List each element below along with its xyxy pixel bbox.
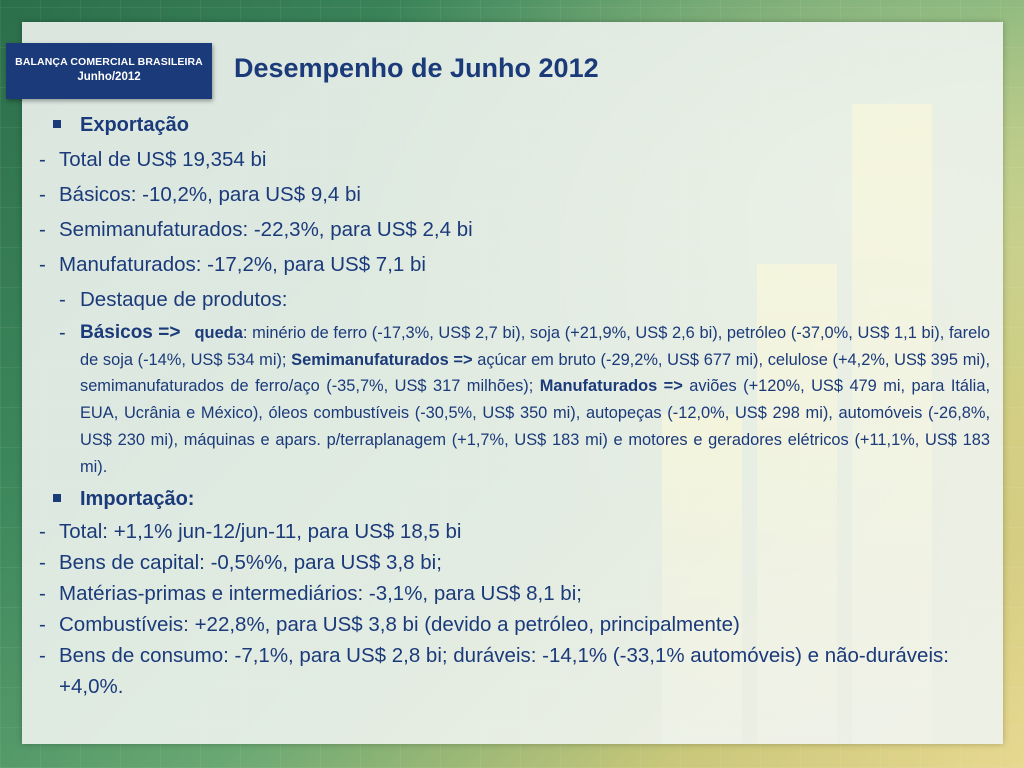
square-bullet-icon [53,120,61,128]
dash-marker: - [39,613,46,637]
dash-marker: - [39,253,46,276]
list-item-text: Combustíveis: +22,8%, para US$ 3,8 bi (d… [59,613,740,637]
list-item-text: Destaque de produtos: [80,288,288,311]
semimanufaturados-text: açúcar em bruto (-29,2%, US$ 677 mi), ce… [80,350,991,396]
queda-label: queda [194,324,243,342]
list-item-text: Semimanufaturados: -22,3%, para US$ 2,4 … [59,218,473,241]
header-badge: BALANÇA COMERCIAL BRASILEIRA Junho/2012 [6,43,212,99]
list-item: - Total: +1,1% jun-12/jun-11, para US$ 1… [28,516,994,547]
list-item-text: Total de US$ 19,354 bi [59,148,267,171]
square-bullet-icon [53,494,61,503]
list-item-text: Bens de capital: -0,5%%, para US$ 3,8 bi… [59,551,442,575]
section-heading-importacao: Importação: [28,482,994,516]
dash-marker: - [59,322,66,344]
dash-marker: - [39,582,46,606]
dash-marker: - [39,148,46,171]
sub-list-item: - Destaque de produtos: [28,282,994,317]
list-item: - Manufaturados: -17,2%, para US$ 7,1 bi [28,247,994,282]
dash-marker: - [39,520,46,544]
manufaturados-label: Manufaturados => [539,377,683,396]
list-item: - Combustíveis: +22,8%, para US$ 3,8 bi … [28,609,994,640]
slide-content: Exportação - Total de US$ 19,354 bi - Bá… [28,108,994,702]
badge-line-1: BALANÇA COMERCIAL BRASILEIRA [15,56,203,68]
heading-text: Importação: [80,488,195,511]
section-heading-exportacao: Exportação [28,108,994,142]
content-panel [22,22,1003,744]
list-item: - Bens de consumo: -7,1%, para US$ 2,8 b… [28,640,989,702]
list-item-text: Matérias-primas e intermediários: -3,1%,… [59,582,582,606]
list-item: - Bens de capital: -0,5%%, para US$ 3,8 … [28,547,994,578]
list-item-text: Total: +1,1% jun-12/jun-11, para US$ 18,… [59,520,462,544]
product-highlights-paragraph: - Básicos => queda: minério de ferro (-1… [28,320,990,480]
dash-marker: - [39,551,46,575]
list-item-text: Bens de consumo: -7,1%, para US$ 2,8 bi;… [59,644,949,699]
heading-text: Exportação [80,114,189,136]
semimanufaturados-label: Semimanufaturados => [291,350,473,369]
list-item: - Semimanufaturados: -22,3%, para US$ 2,… [28,212,994,247]
dash-marker: - [39,218,46,241]
list-item: - Matérias-primas e intermediários: -3,1… [28,578,994,609]
basicos-label: Básicos => [80,322,181,343]
list-item: - Total de US$ 19,354 bi [28,142,994,177]
dash-marker: - [59,288,66,311]
basicos-text: : minério de ferro (-17,3%, US$ 2,7 bi),… [80,324,990,369]
list-item: - Básicos: -10,2%, para US$ 9,4 bi [28,177,994,212]
dash-marker: - [39,644,46,668]
list-item-text: Básicos: -10,2%, para US$ 9,4 bi [59,183,361,206]
slide-title: Desempenho de Junho 2012 [234,53,599,83]
badge-line-2: Junho/2012 [77,71,141,83]
manufaturados-text: aviões (+120%, US$ 479 mi, para Itália, … [80,377,990,476]
dash-marker: - [39,183,46,206]
list-item-text: Manufaturados: -17,2%, para US$ 7,1 bi [59,253,426,276]
